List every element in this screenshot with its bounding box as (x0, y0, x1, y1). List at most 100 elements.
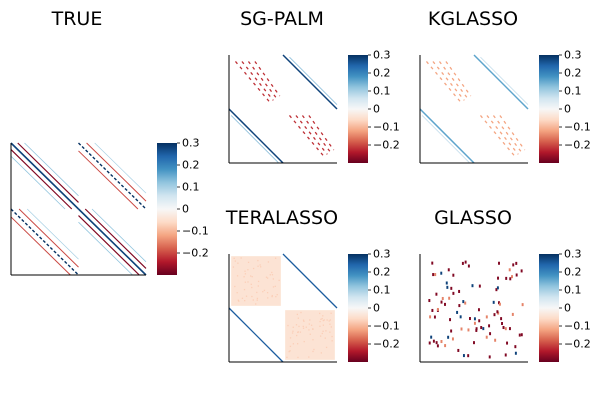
sparse-entry (469, 317, 471, 321)
sparse-entry (520, 269, 523, 273)
block-dot (247, 269, 249, 271)
panel-title: SG-PALM (240, 8, 324, 30)
block-dash (308, 115, 335, 151)
sparse-entry (493, 313, 496, 317)
sparse-entry (494, 338, 497, 342)
offdiag-line (228, 307, 284, 363)
block-dot (241, 297, 244, 299)
block-dot (320, 352, 322, 354)
block-dot (308, 356, 310, 358)
block-dot (263, 289, 266, 292)
block-dot (308, 329, 310, 331)
colorbar-tick-label: 0.1 (373, 85, 391, 98)
block-dot (245, 295, 248, 297)
sparse-entry (518, 333, 521, 337)
colorbar-tick-label: 0.3 (564, 49, 582, 62)
block-dot (233, 257, 235, 259)
sparse-entry (500, 317, 503, 321)
colorbar-tick-label: 0.1 (182, 181, 200, 194)
block-dot (272, 286, 275, 288)
block-dot (244, 273, 247, 275)
colorbar-tick-label: 0 (373, 103, 380, 116)
sparse-entry (478, 319, 481, 323)
sparse-entry (431, 308, 434, 312)
block-dot (240, 257, 242, 259)
block-dot (252, 267, 255, 270)
sparse-entry (456, 310, 459, 314)
sparse-entry (446, 285, 449, 289)
sparse-entry (496, 310, 499, 314)
sparse-entry (504, 327, 507, 331)
sparse-entry (441, 296, 444, 301)
offdiag-band (78, 150, 139, 210)
block-dot (244, 281, 247, 283)
block-dot (243, 276, 245, 278)
block-dot (312, 328, 314, 330)
sparse-entry (473, 321, 476, 325)
sparse-entry (431, 261, 434, 265)
colorbar (157, 143, 177, 275)
block-dot (236, 292, 238, 294)
heatmap-panel-sg-palm: SG-PALM 0.3 0.2 0.1 0 −0.1 −0.2 (228, 8, 400, 164)
heatmap-panel-true: TRUE 0.3 0.2 0.1 0 −0.1 −0.2 (10, 8, 209, 276)
heatmap-panel-teralasso: TERALASSO 0.3 0.2 0.1 0 −0.1 −0.2 (225, 207, 400, 363)
sparse-entry (505, 276, 508, 280)
block-dot (308, 323, 310, 325)
sparse-entry (452, 291, 455, 295)
sparse-entry (461, 261, 464, 265)
sparse-entry (440, 300, 443, 304)
sparse-entry (460, 327, 463, 331)
block-dot (244, 299, 246, 302)
colorbar-tick-label: 0.2 (564, 266, 582, 279)
block-dot (286, 356, 288, 358)
sparse-entry (428, 341, 431, 345)
sparse-entry (473, 317, 476, 321)
colorbar-tick-label: −0.2 (182, 247, 209, 260)
colorbar-tick-label: −0.1 (373, 121, 400, 134)
sparse-entry (436, 344, 439, 348)
colorbar-tick-label: 0.3 (564, 248, 582, 261)
offdiag-line (421, 115, 470, 164)
diag-band (84, 208, 147, 269)
block-dash (486, 115, 519, 155)
block-dot (257, 285, 259, 287)
sparse-entry (464, 260, 467, 264)
block-dash (479, 115, 516, 157)
block-dot (255, 303, 257, 305)
block-dot (322, 319, 324, 322)
sparse-entry (459, 315, 462, 319)
block-dot (292, 330, 294, 332)
heatmap-area (228, 253, 338, 363)
block-dot (309, 333, 311, 335)
heatmap-area (419, 54, 529, 164)
block-dot (292, 343, 295, 345)
sparse-entry (457, 348, 460, 352)
colorbar (348, 254, 368, 362)
sparse-entry (450, 329, 453, 333)
block-dot (276, 294, 278, 296)
sparse-entry (473, 341, 475, 345)
block-dot (298, 325, 300, 328)
block-dot (295, 324, 298, 326)
sparse-entry (508, 268, 511, 272)
block-dot (296, 334, 298, 337)
offdiag-band (94, 142, 147, 194)
block-dot (269, 274, 271, 276)
sparse-entry (512, 263, 515, 267)
block-dot (291, 332, 294, 334)
heatmap-area (10, 142, 147, 276)
block-dot (302, 319, 305, 321)
block-dot (289, 345, 292, 348)
block-dot (252, 299, 254, 301)
offdiag-line (473, 54, 529, 110)
sparse-entry (462, 300, 465, 304)
colorbar-tick-label: 0.3 (373, 248, 391, 261)
colorbar-tick-label: −0.1 (373, 320, 400, 333)
diag-band (77, 208, 147, 276)
sparse-entry (480, 326, 483, 330)
block-dash (499, 115, 526, 151)
colorbar-tick-label: −0.1 (564, 320, 591, 333)
block-dot (321, 332, 323, 335)
sparse-entry (440, 340, 443, 344)
